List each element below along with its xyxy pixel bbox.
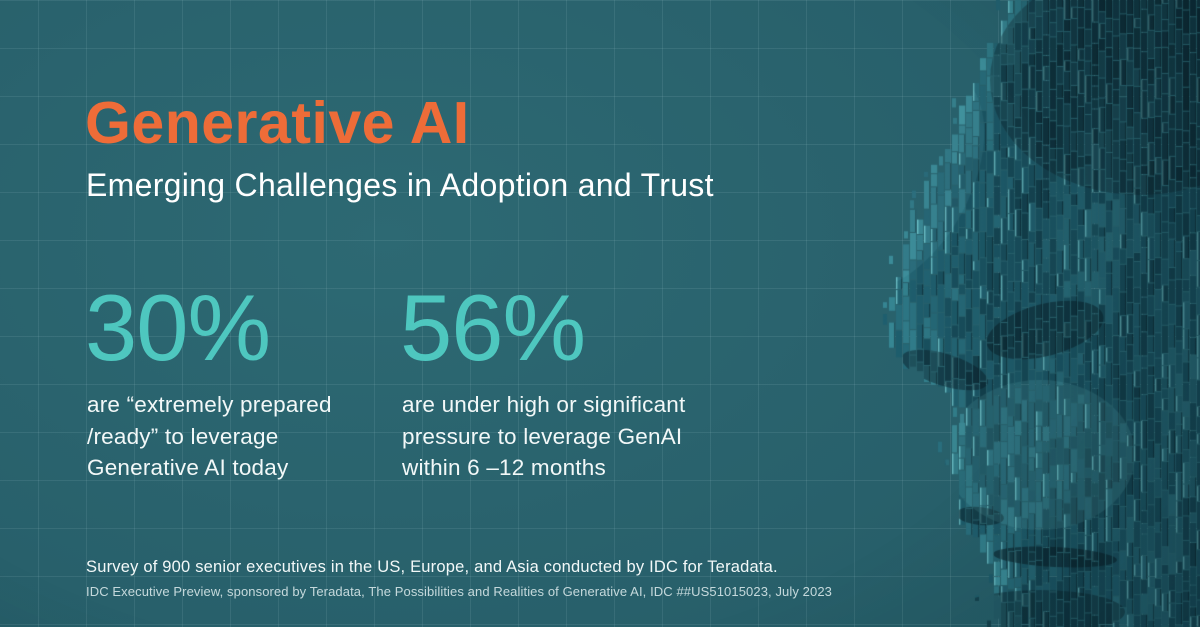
stat-card-prepared: 30% are “extremely prepared /ready” to l… bbox=[85, 281, 385, 484]
page-title: Generative AI bbox=[85, 90, 470, 156]
page-subtitle: Emerging Challenges in Adoption and Trus… bbox=[86, 167, 714, 203]
stat-value: 56% bbox=[400, 275, 586, 380]
footer: Survey of 900 senior executives in the U… bbox=[86, 558, 832, 599]
stat-card-pressure: 56% are under high or significant pressu… bbox=[400, 281, 730, 484]
stat-description: are under high or significant pressure t… bbox=[402, 392, 686, 480]
stat-value: 30% bbox=[85, 275, 271, 380]
footer-survey-note: Survey of 900 senior executives in the U… bbox=[86, 558, 778, 576]
voxel-face-illustration bbox=[840, 0, 1200, 627]
footer-source-note: IDC Executive Preview, sponsored by Tera… bbox=[86, 584, 833, 599]
stat-description: are “extremely prepared /ready” to lever… bbox=[87, 392, 332, 480]
